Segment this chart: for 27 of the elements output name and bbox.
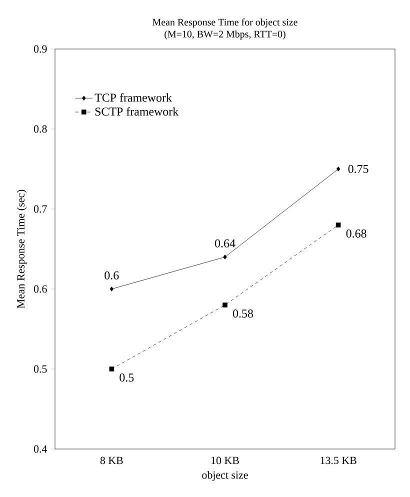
x-tick-label: 10 KB xyxy=(212,456,239,464)
y-tick-label: 0.9 xyxy=(34,45,47,53)
y-axis-title: Mean Response Time (sec) xyxy=(16,190,27,308)
data-label: 0.58 xyxy=(232,310,253,318)
y-tick-label: 0.6 xyxy=(34,285,47,293)
y-tick-label: 0.4 xyxy=(34,445,48,453)
x-axis-title: object size xyxy=(202,471,248,481)
y-tick-label: 0.8 xyxy=(34,125,47,133)
y-tick-label: 0.5 xyxy=(34,365,47,373)
point xyxy=(336,222,341,228)
point xyxy=(336,166,340,172)
legend-label: TCP framework xyxy=(94,93,172,102)
data-label: 0.6 xyxy=(104,271,119,280)
point xyxy=(223,254,227,260)
point xyxy=(109,366,114,372)
data-label: 0.64 xyxy=(214,239,236,248)
chart-subtitle: (M=10, BW=2 Mbps, RTT=0) xyxy=(164,30,286,40)
x-tick-label: 8 KB xyxy=(100,456,123,464)
data-label: 0.68 xyxy=(346,230,366,238)
x-tick-label: 13.5 KB xyxy=(320,456,356,464)
point xyxy=(222,302,228,308)
legend-label: SCTP framework xyxy=(95,107,179,116)
chart-title: Mean Response Time for object size xyxy=(152,18,298,28)
data-label: 0.75 xyxy=(348,164,368,174)
point xyxy=(110,286,114,292)
data-label: 0.5 xyxy=(120,374,134,382)
y-tick-label: 0.7 xyxy=(34,205,47,213)
